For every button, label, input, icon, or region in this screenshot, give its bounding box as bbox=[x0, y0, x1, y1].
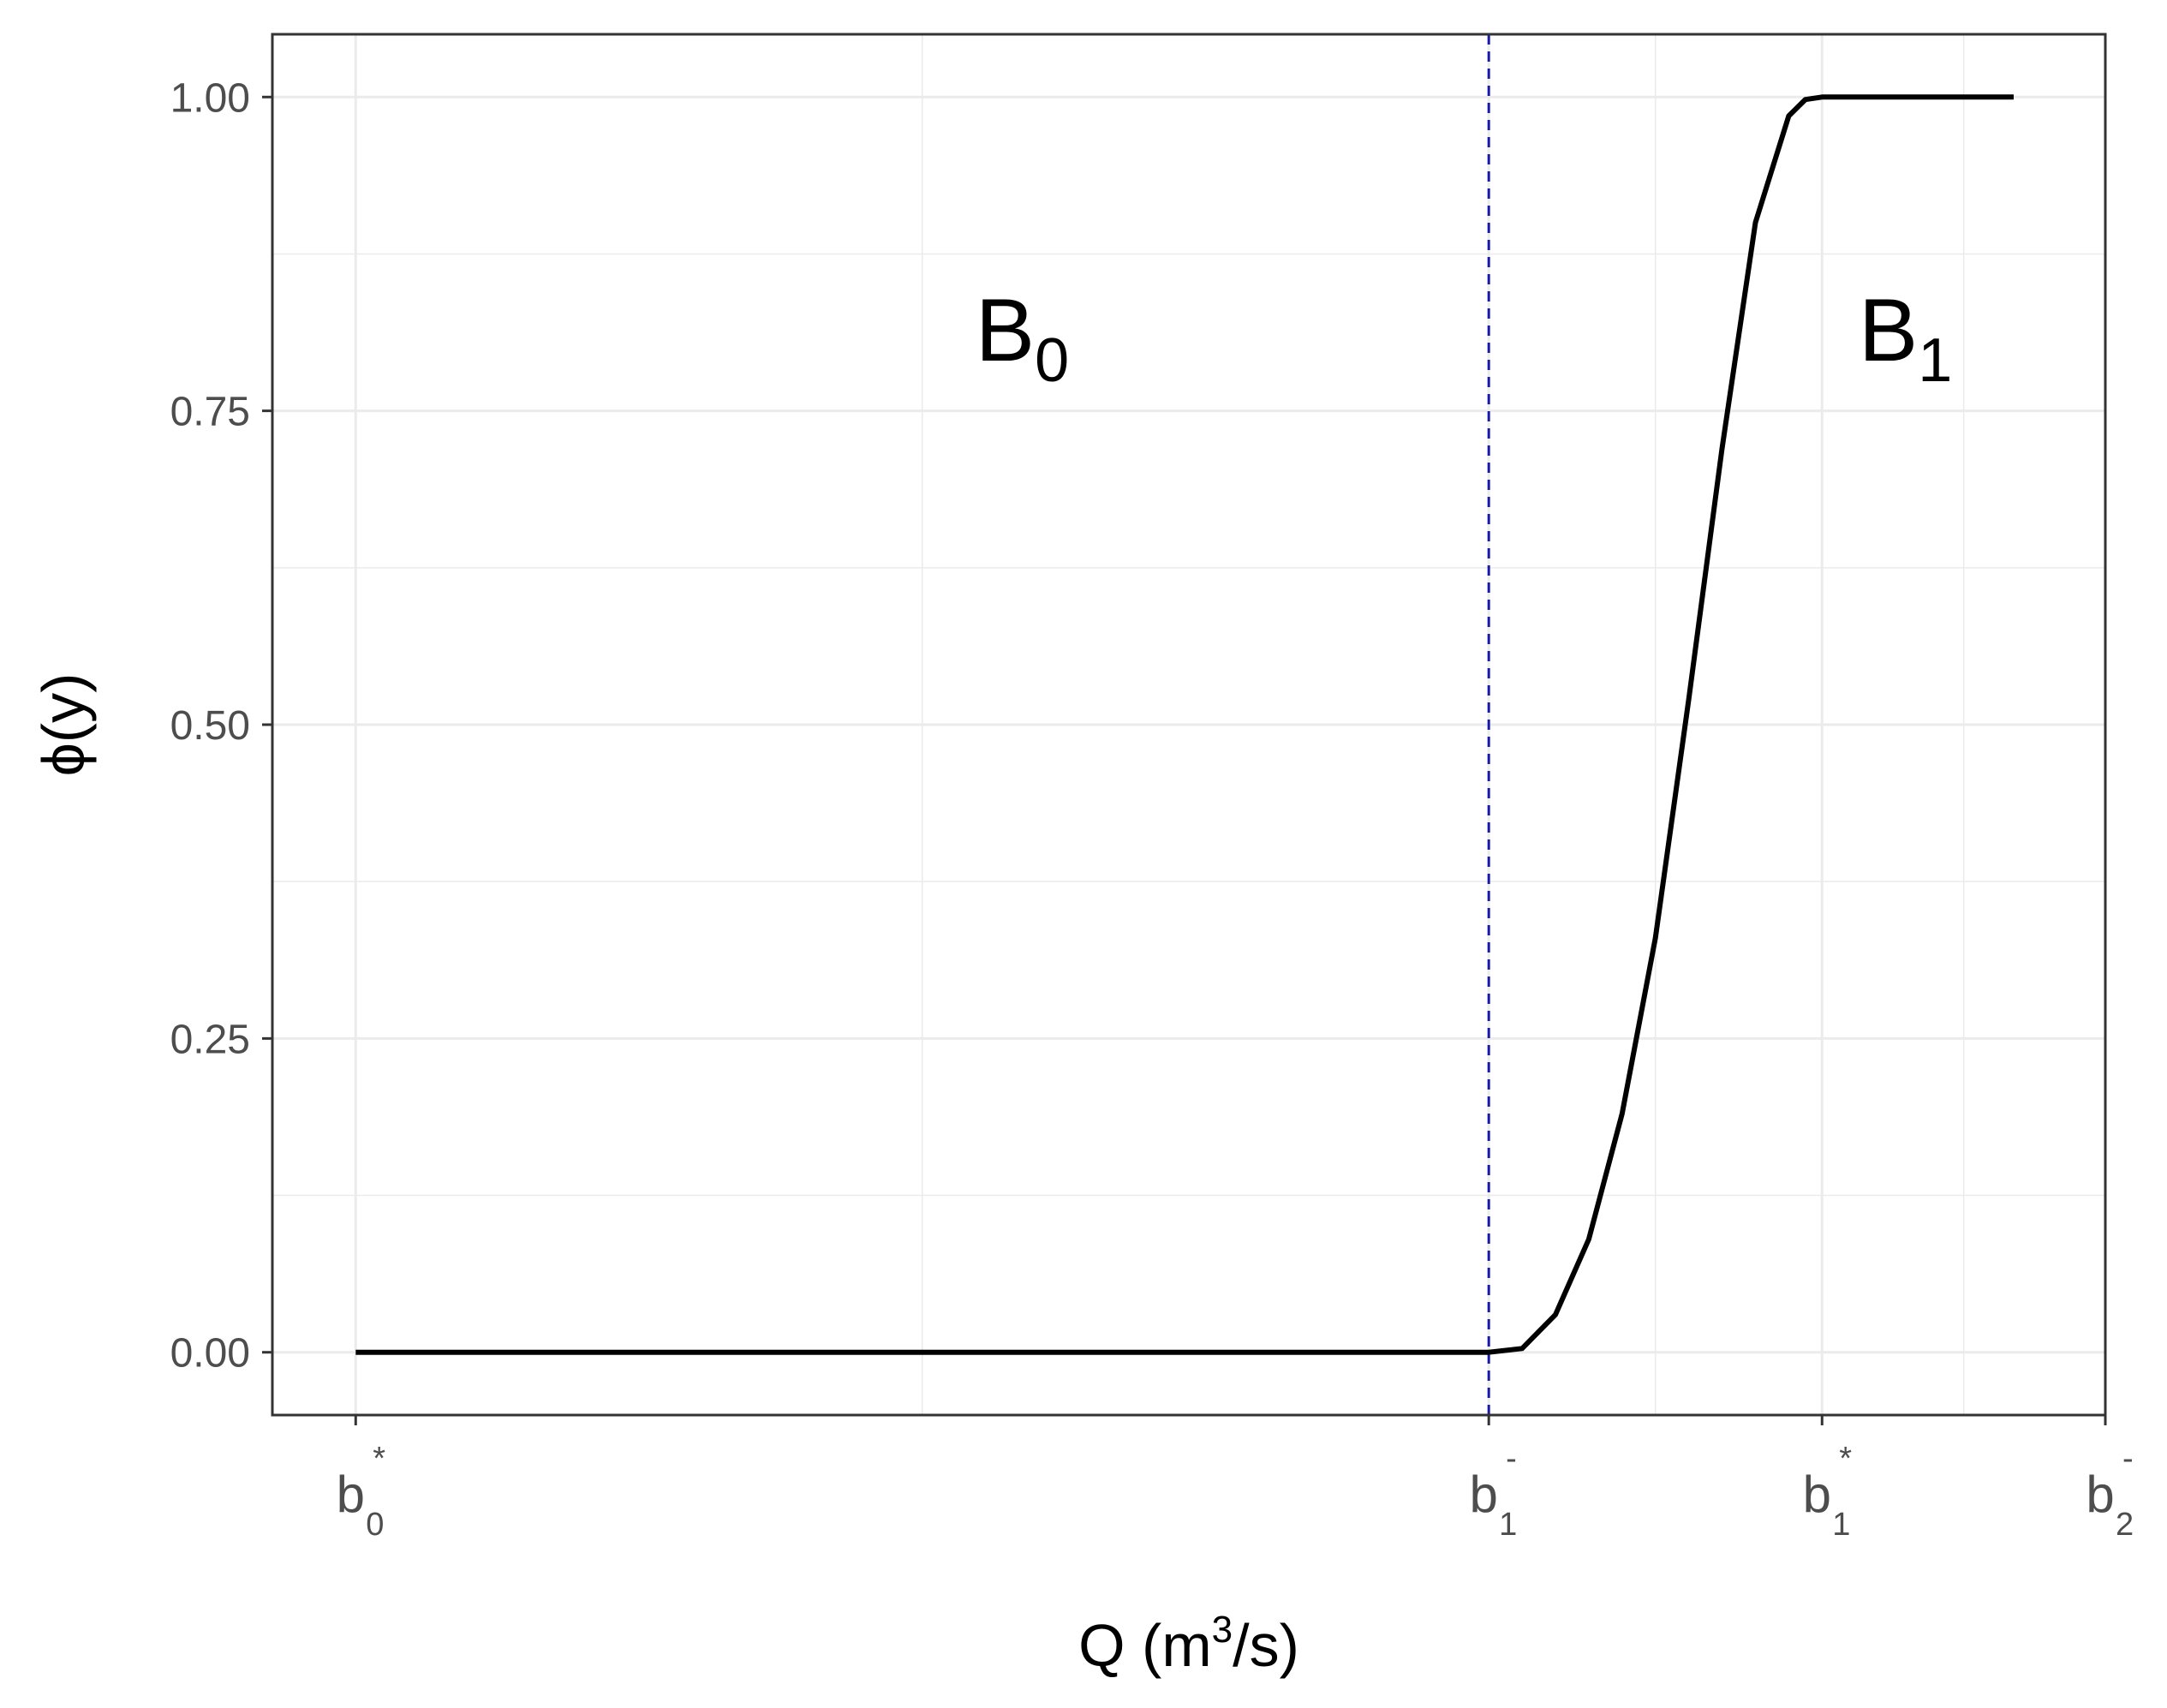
x-tick-label-superscript: - bbox=[2122, 1441, 2134, 1477]
x-axis-title: Q (m3/s) bbox=[1078, 1609, 1299, 1679]
x-axis-title-exponent: 3 bbox=[1212, 1609, 1233, 1651]
y-tick-label: 0.25 bbox=[170, 1017, 250, 1062]
region-labels: B0 B1 bbox=[976, 281, 1953, 395]
x-tick-label-base: b bbox=[2086, 1466, 2114, 1523]
y-axis-ticks: 0.00 0.25 0.50 0.75 1.00 bbox=[170, 75, 272, 1377]
y-tick-label: 1.00 bbox=[170, 75, 250, 121]
x-axis-ticks: b*0b-1b*1b-2 bbox=[337, 1415, 2134, 1543]
series-line bbox=[355, 94, 2014, 1355]
x-tick-label: b* 1 bbox=[1803, 1441, 1853, 1543]
x-tick-label-subscript: 1 bbox=[1832, 1507, 1850, 1543]
x-tick-label-superscript: * bbox=[373, 1441, 385, 1477]
x-axis-title-suffix: /s) bbox=[1233, 1612, 1299, 1679]
grid bbox=[272, 34, 2107, 1415]
x-tick-label-subscript: 0 bbox=[366, 1507, 384, 1543]
y-tick-label: 0.50 bbox=[170, 703, 250, 749]
x-tick-label-superscript: - bbox=[1506, 1441, 1517, 1477]
x-tick-label-base: b bbox=[1469, 1466, 1497, 1523]
x-tick-label-base: b bbox=[1803, 1466, 1831, 1523]
y-tick-label: 0.00 bbox=[170, 1331, 250, 1377]
series-layer bbox=[355, 94, 2014, 1355]
y-tick-label: 0.75 bbox=[170, 390, 250, 435]
x-tick-label: b- 2 bbox=[2086, 1441, 2134, 1543]
x-tick-label-base: b bbox=[337, 1466, 365, 1523]
y-axis-title: ϕ(y) bbox=[30, 673, 97, 777]
region-label-letter: B bbox=[976, 281, 1035, 380]
region-label: B0 bbox=[976, 281, 1069, 395]
x-tick-label-subscript: 1 bbox=[1499, 1507, 1517, 1543]
region-label-subscript: 1 bbox=[1918, 326, 1952, 395]
x-tick-label-subscript: 2 bbox=[2116, 1507, 2134, 1543]
region-label: B1 bbox=[1859, 281, 1952, 395]
x-tick-label-superscript: * bbox=[1839, 1441, 1852, 1477]
x-axis-title-prefix: Q (m bbox=[1078, 1612, 1212, 1679]
x-tick-label: b* 0 bbox=[337, 1441, 386, 1543]
x-tick-label: b- 1 bbox=[1469, 1441, 1517, 1543]
region-label-subscript: 0 bbox=[1035, 326, 1069, 395]
region-label-letter: B bbox=[1859, 281, 1918, 380]
